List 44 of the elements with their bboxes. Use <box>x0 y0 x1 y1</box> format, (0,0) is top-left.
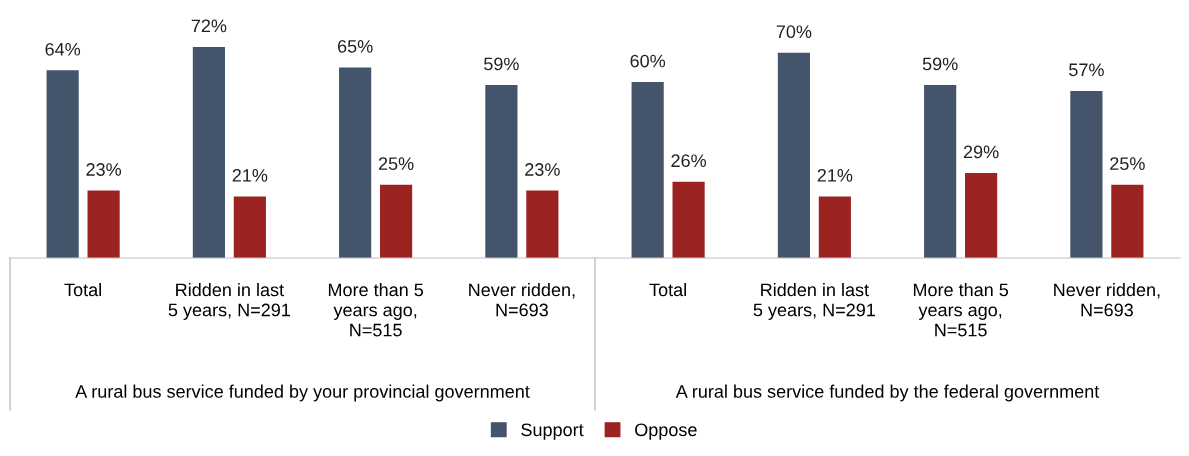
x-tick-label: Never ridden, N=693 <box>1054 283 1160 317</box>
bar <box>777 52 810 258</box>
bar <box>46 70 79 258</box>
x-tick-label: Total <box>649 283 686 297</box>
data-label: 23% <box>86 163 122 176</box>
x-tick-label: Ridden in last 5 years, N=291 <box>168 283 290 320</box>
bar <box>924 85 957 258</box>
data-label: 60% <box>630 54 666 68</box>
x-tick-label: More than 5 years ago, N=515 <box>913 283 1009 337</box>
bar <box>818 196 851 258</box>
bar <box>631 82 664 258</box>
data-label: 23% <box>525 163 560 176</box>
bar <box>485 85 518 258</box>
legend-label: Support <box>521 423 584 440</box>
legend-label: Oppose <box>635 423 697 440</box>
data-label: 25% <box>378 157 414 171</box>
data-label: 59% <box>922 57 958 71</box>
data-label: 64% <box>45 42 81 56</box>
bar <box>672 181 705 258</box>
data-label: 57% <box>1069 63 1104 77</box>
bar <box>87 190 120 258</box>
bar <box>1070 90 1103 258</box>
data-label: 29% <box>963 145 999 159</box>
bar <box>380 184 413 258</box>
data-label: 26% <box>671 154 707 168</box>
data-label: 21% <box>232 168 268 182</box>
text: A rural bus service funded by your provincial government <box>75 384 530 402</box>
x-tick-label: Total <box>64 283 101 297</box>
bar <box>233 196 266 258</box>
data-label: 59% <box>484 57 519 71</box>
data-label: 25% <box>1110 157 1145 171</box>
x-tick-label: Never ridden, N=693 <box>469 283 575 317</box>
data-label: 72% <box>191 19 227 33</box>
data-label: 65% <box>338 39 373 53</box>
x-tick-label: More than 5 years ago, N=515 <box>328 283 424 337</box>
bar <box>965 172 998 258</box>
data-label: 70% <box>776 25 812 39</box>
data-label: 21% <box>817 168 853 182</box>
bar <box>526 190 559 258</box>
text: A rural bus service funded by the federal government <box>675 384 1100 402</box>
x-tick-label: Ridden in last 5 years, N=291 <box>753 283 875 320</box>
bar <box>1111 184 1144 258</box>
bar <box>192 46 225 258</box>
bar <box>339 67 372 258</box>
